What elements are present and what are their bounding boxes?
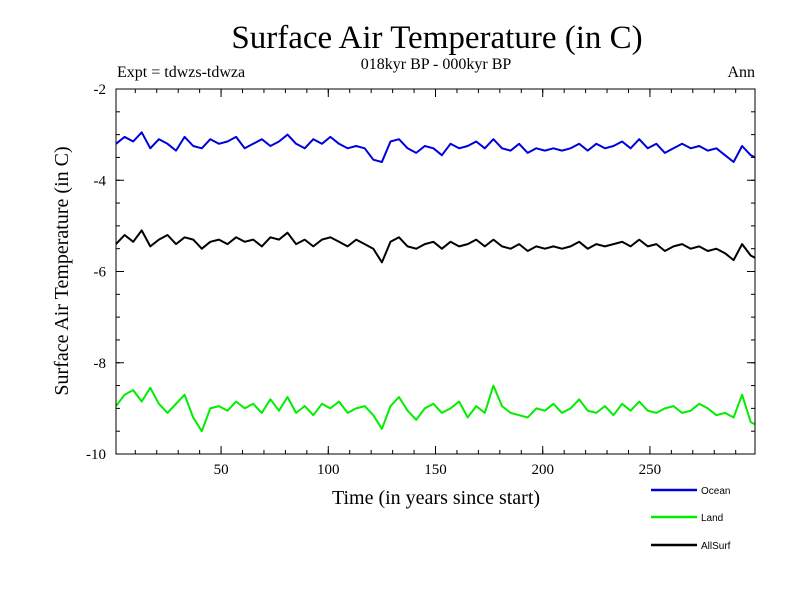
x-axis-label: Time (in years since start) bbox=[332, 487, 540, 509]
series-line-ocean bbox=[115, 131, 756, 163]
chart-title: Surface Air Temperature (in C) bbox=[231, 20, 642, 56]
legend-label-allsurf: AllSurf bbox=[701, 541, 731, 552]
x-tick-label: 100 bbox=[317, 462, 340, 478]
x-tick-label: 200 bbox=[531, 462, 554, 478]
x-tick-label: 150 bbox=[424, 462, 447, 478]
chart-subtitle: 018kyr BP - 000kyr BP bbox=[361, 56, 512, 73]
y-tick-label: -10 bbox=[86, 447, 106, 463]
y-axis-label: Surface Air Temperature (in C) bbox=[51, 146, 73, 395]
x-tick-label: 250 bbox=[639, 462, 662, 478]
season-label: Ann bbox=[727, 64, 755, 81]
experiment-label: Expt = tdwzs-tdwza bbox=[117, 64, 245, 81]
plot-frame bbox=[115, 88, 756, 455]
series-line-allsurf bbox=[115, 229, 756, 264]
axis-layer: 50 100 150 200 250 -10 -8 -6 -4 -2 bbox=[86, 82, 755, 478]
series-line-land bbox=[115, 384, 756, 433]
legend-label-land: Land bbox=[701, 513, 723, 524]
y-tick-label: -8 bbox=[94, 356, 107, 372]
legend-label-ocean: Ocean bbox=[701, 486, 730, 497]
y-tick-label: -2 bbox=[94, 82, 107, 98]
y-tick-label: -4 bbox=[94, 173, 107, 189]
y-tick-label: -6 bbox=[94, 265, 107, 281]
legend: Ocean Land AllSurf bbox=[651, 486, 731, 552]
series-layer bbox=[115, 131, 756, 433]
x-tick-label: 50 bbox=[214, 462, 229, 478]
